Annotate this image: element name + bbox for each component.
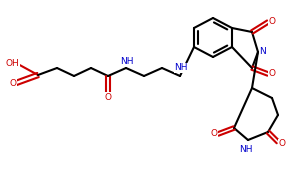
Text: O: O: [10, 78, 16, 88]
Text: O: O: [104, 93, 112, 101]
Text: O: O: [278, 140, 286, 148]
Text: O: O: [268, 69, 275, 78]
Text: NH: NH: [120, 57, 134, 65]
Text: NH: NH: [239, 144, 253, 153]
Text: O: O: [268, 18, 275, 26]
Text: N: N: [260, 48, 266, 57]
Text: OH: OH: [5, 58, 19, 68]
Text: O: O: [211, 129, 218, 139]
Text: NH: NH: [174, 64, 188, 73]
